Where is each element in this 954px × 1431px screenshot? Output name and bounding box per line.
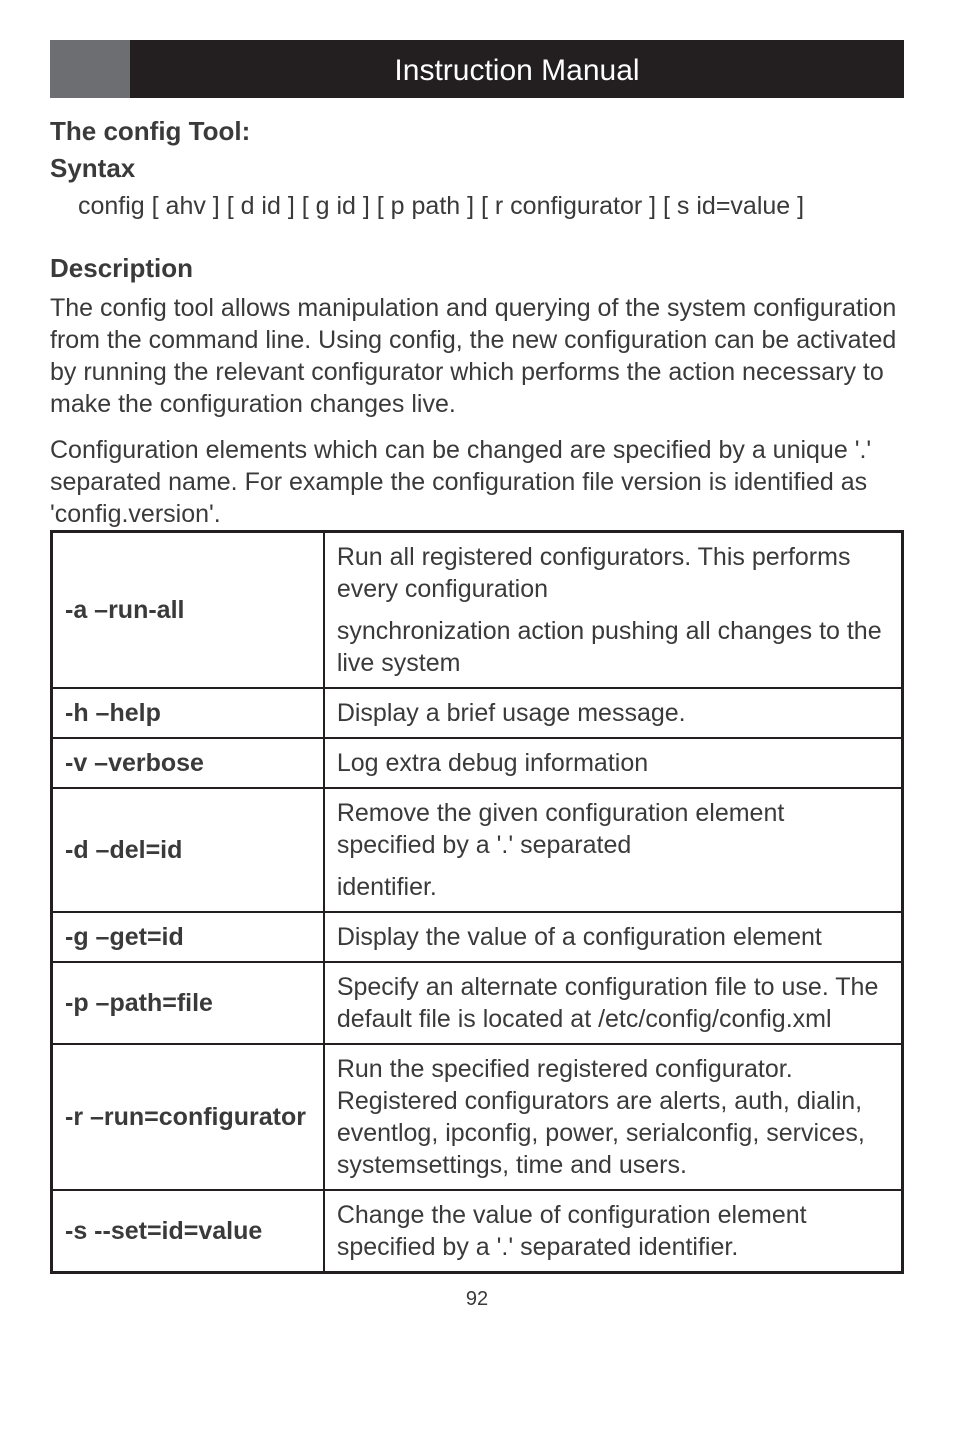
description-para-1: The config tool allows manipulation and … [50, 292, 904, 420]
option-description: Log extra debug information [324, 738, 903, 788]
option-description: Display a brief usage message. [324, 688, 903, 738]
option-description: Run all registered configurators. This p… [324, 532, 903, 689]
option-flag: -g –get=id [52, 912, 324, 962]
table-row: -p –path=fileSpecify an alternate config… [52, 962, 903, 1044]
options-table: -a –run-allRun all registered configurat… [50, 530, 904, 1274]
title-description: Description [50, 253, 904, 284]
option-desc-para: Run the specified registered configurato… [337, 1053, 889, 1181]
table-row: -v –verbose Log extra debug information [52, 738, 903, 788]
description-para-2: Configuration elements which can be chan… [50, 434, 904, 530]
table-row: -d –del=idRemove the given configuration… [52, 788, 903, 912]
option-desc-para: Display a brief usage message. [337, 697, 889, 729]
option-description: Specify an alternate configuration file … [324, 962, 903, 1044]
option-desc-para: Run all registered configurators. This p… [337, 541, 889, 605]
option-description: Change the value of configuration elemen… [324, 1190, 903, 1273]
table-row: -s --set=id=valueChange the value of con… [52, 1190, 903, 1273]
header-bar: Instruction Manual [50, 40, 904, 98]
option-desc-para: Log extra debug information [337, 747, 889, 779]
option-flag: -s --set=id=value [52, 1190, 324, 1273]
table-row: -a –run-allRun all registered configurat… [52, 532, 903, 689]
option-desc-para: Remove the given configuration element s… [337, 797, 889, 861]
option-description: Remove the given configuration element s… [324, 788, 903, 912]
option-flag: -v –verbose [52, 738, 324, 788]
table-row: -h –help Display a brief usage message. [52, 688, 903, 738]
option-flag: -d –del=id [52, 788, 324, 912]
title-config-tool: The config Tool: [50, 116, 904, 147]
page-number: 92 [50, 1288, 904, 1311]
option-flag: -a –run-all [52, 532, 324, 689]
option-flag: -h –help [52, 688, 324, 738]
option-description: Run the specified registered configurato… [324, 1044, 903, 1190]
option-desc-para: synchronization action pushing all chang… [337, 615, 889, 679]
option-desc-para: Display the value of a configuration ele… [337, 921, 889, 953]
option-description: Display the value of a configuration ele… [324, 912, 903, 962]
option-desc-para: Specify an alternate configuration file … [337, 971, 889, 1035]
table-row: -g –get=id Display the value of a configu… [52, 912, 903, 962]
option-desc-para: Change the value of configuration elemen… [337, 1199, 889, 1263]
option-flag: -r –run=configurator [52, 1044, 324, 1190]
table-row: -r –run=configuratorRun the specified re… [52, 1044, 903, 1190]
title-syntax: Syntax [50, 153, 904, 184]
option-flag: -p –path=file [52, 962, 324, 1044]
option-desc-para: identifier. [337, 871, 889, 903]
syntax-line: config [ ahv ] [ d id ] [ g id ] [ p pat… [78, 192, 904, 221]
